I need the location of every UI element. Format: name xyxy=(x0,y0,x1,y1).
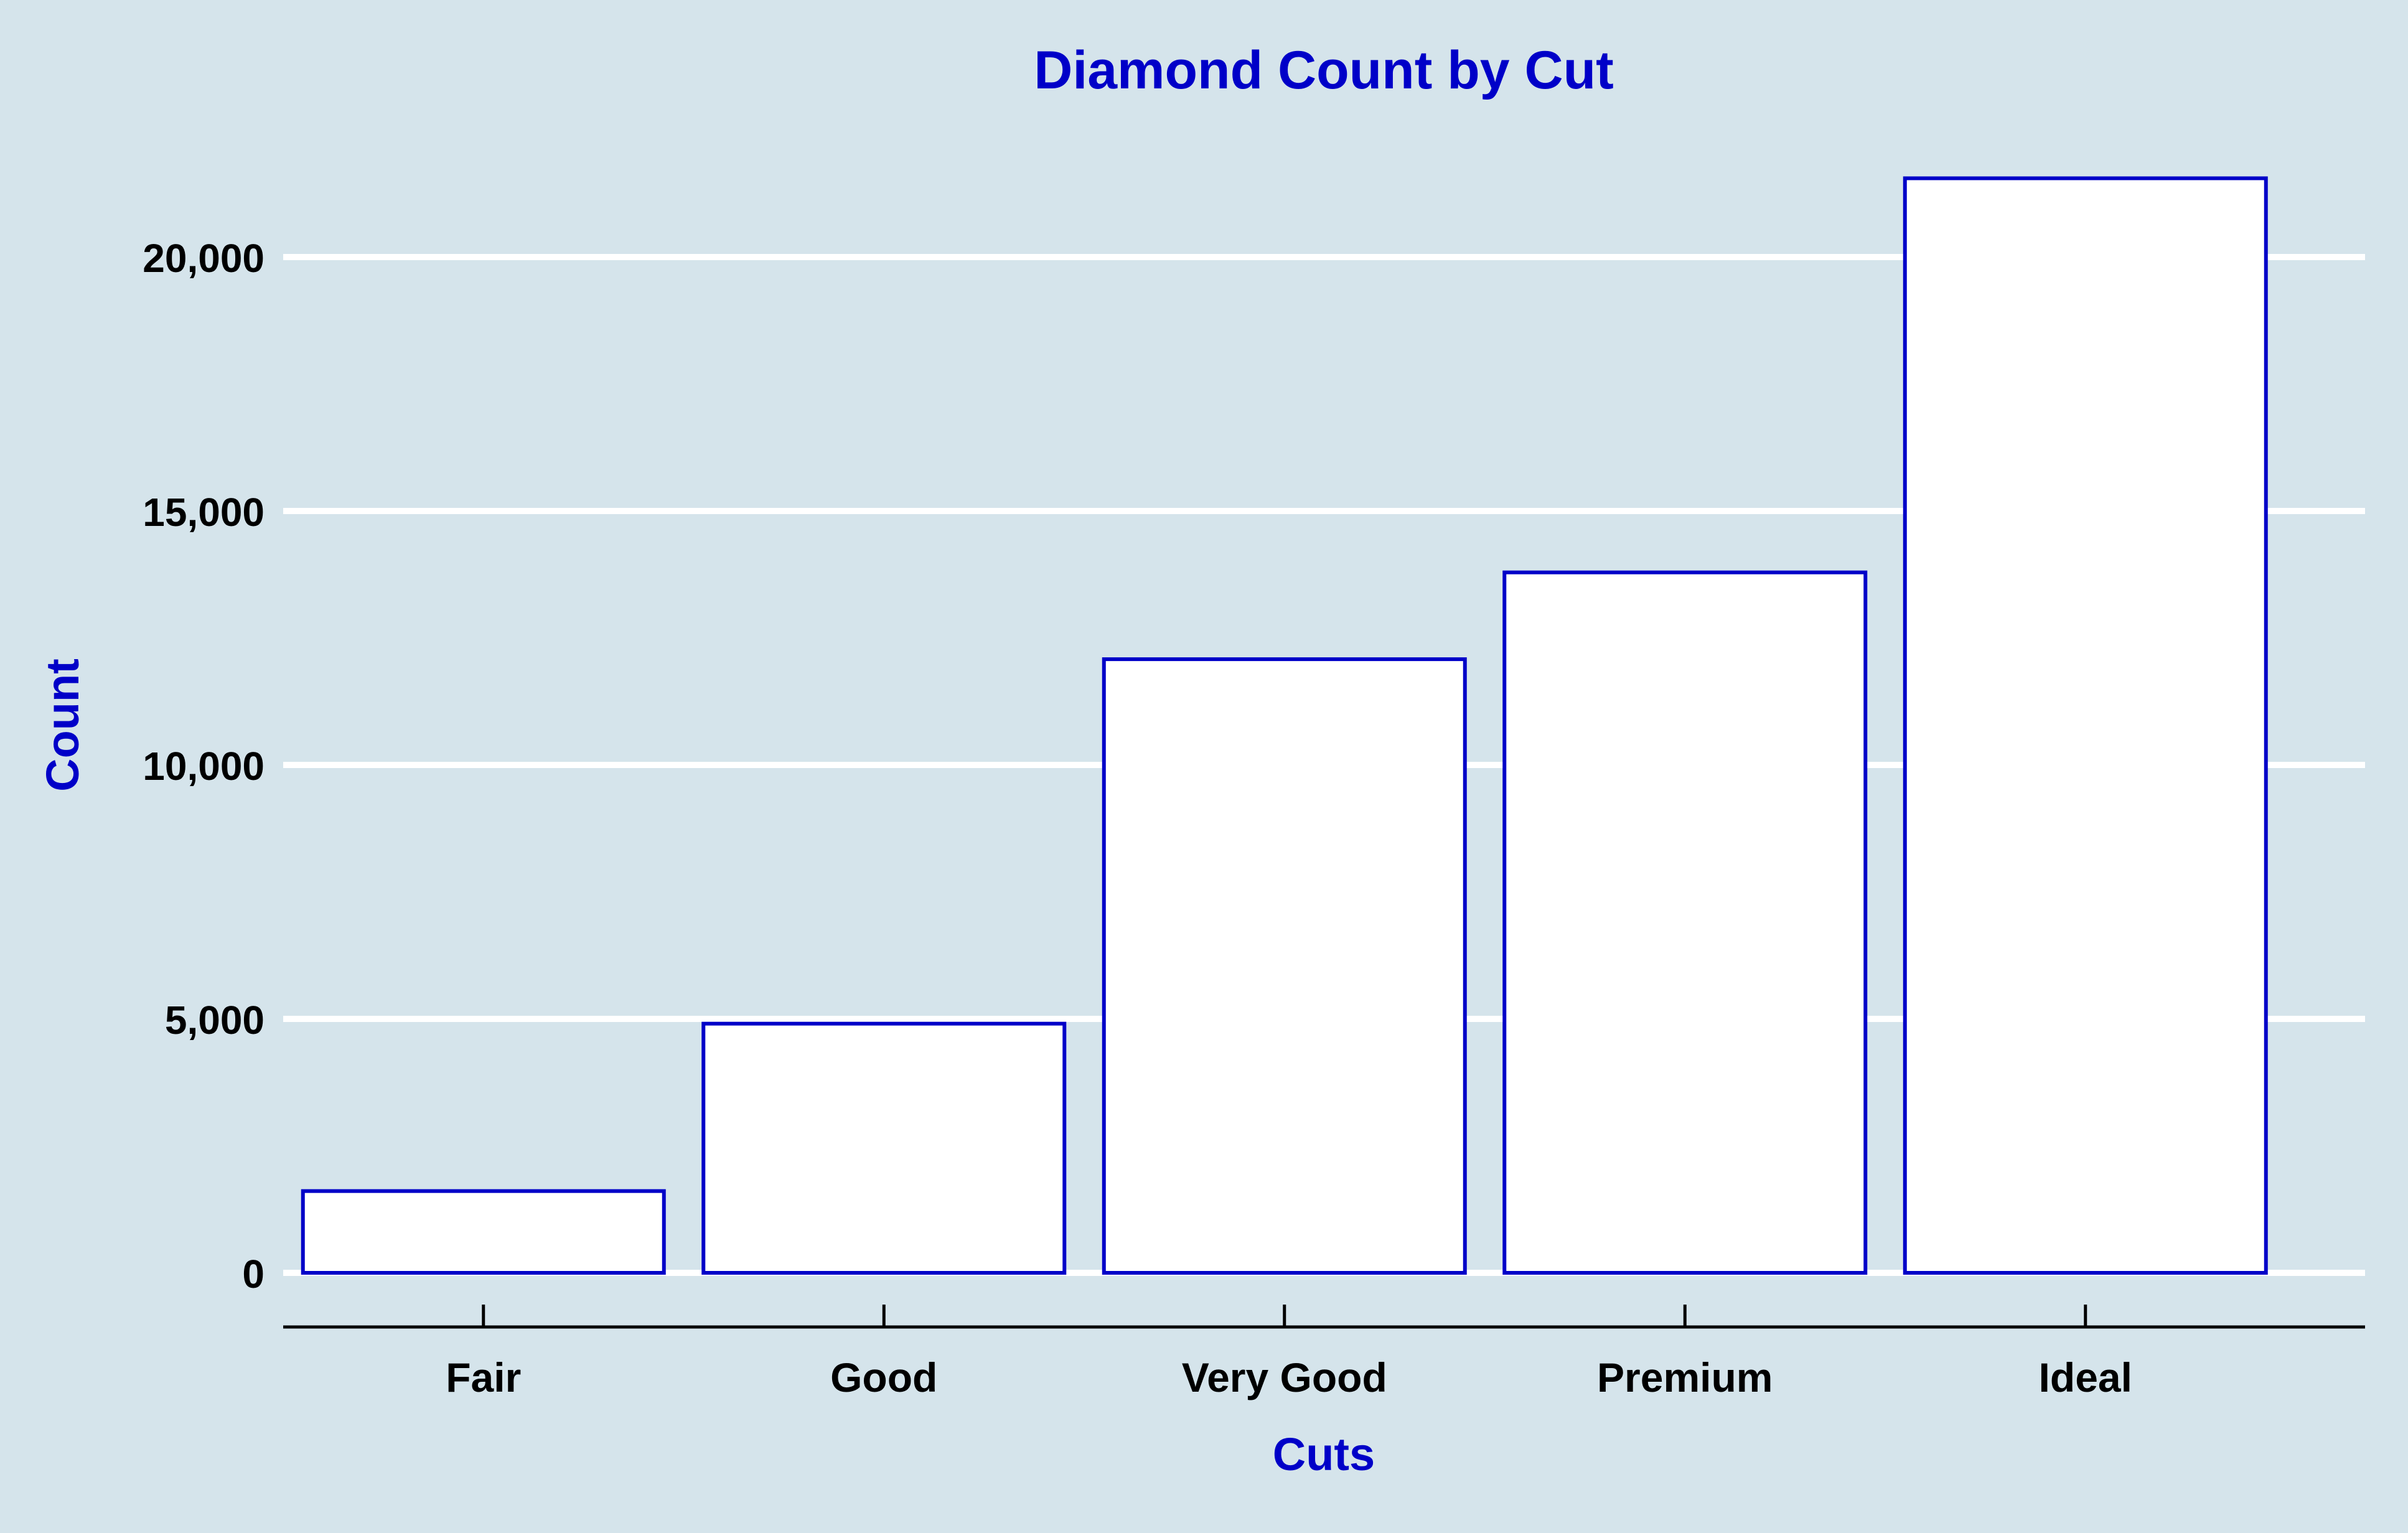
bar-ideal xyxy=(1903,176,2268,1275)
y-tick-label: 20,000 xyxy=(143,236,265,281)
bar-fair xyxy=(301,1189,666,1275)
y-axis-ticks: 0 5,000 10,000 15,000 20,000 xyxy=(143,236,265,1296)
x-tick-label: Good xyxy=(830,1354,937,1400)
x-tick-label: Ideal xyxy=(2039,1354,2132,1400)
bars xyxy=(301,176,2268,1275)
bar-premium xyxy=(1502,570,1868,1275)
y-tick-label: 5,000 xyxy=(165,998,265,1043)
x-tick-label: Very Good xyxy=(1182,1354,1387,1400)
bar-good xyxy=(701,1021,1067,1275)
x-axis-label: Cuts xyxy=(1273,1428,1375,1480)
y-tick-label: 15,000 xyxy=(143,490,265,535)
x-tick-label: Premium xyxy=(1597,1354,1773,1400)
y-tick-label: 0 xyxy=(242,1252,265,1296)
y-axis-label: Count xyxy=(37,659,88,792)
bar-very-good xyxy=(1102,657,1467,1275)
chart-title: Diamond Count by Cut xyxy=(1034,40,1614,100)
y-tick-label: 10,000 xyxy=(143,744,265,789)
x-axis-ticks: Fair Good Very Good Premium Ideal xyxy=(446,1305,2132,1400)
x-tick-label: Fair xyxy=(446,1354,521,1400)
